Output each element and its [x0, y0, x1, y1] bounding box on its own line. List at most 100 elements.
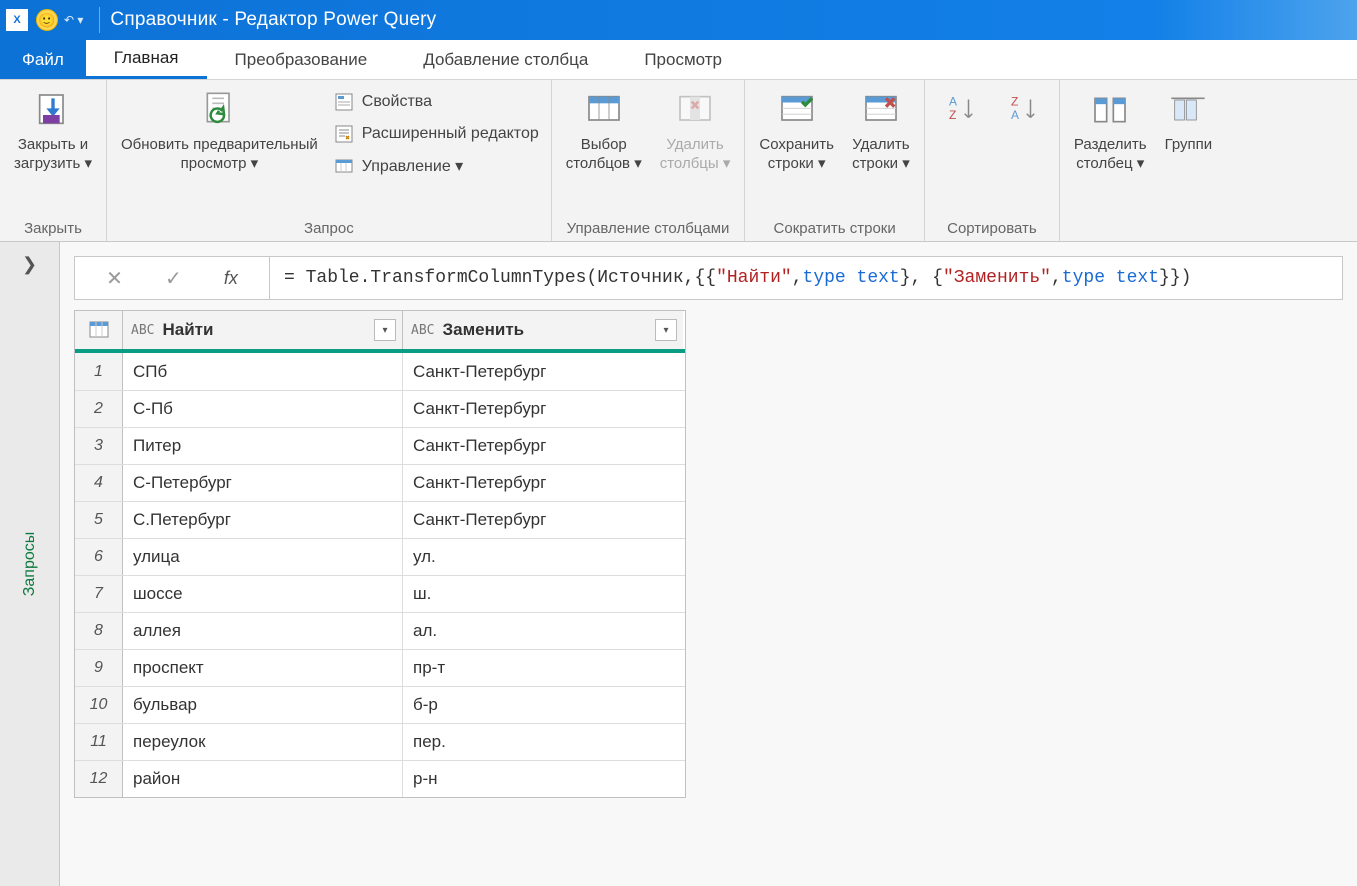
- table-row[interactable]: 10бульварб-р: [75, 686, 685, 723]
- cell-find[interactable]: С-Пб: [123, 391, 403, 427]
- row-number[interactable]: 2: [75, 391, 123, 427]
- column-header-find[interactable]: ABC Найти ▾: [123, 311, 403, 349]
- formula-str-1: "Найти": [716, 268, 792, 288]
- remove-columns-button[interactable]: Удалить столбцы ▾: [654, 84, 737, 174]
- table-row[interactable]: 7шоссеш.: [75, 575, 685, 612]
- cell-replace[interactable]: р-н: [403, 761, 683, 797]
- table-row[interactable]: 3ПитерСанкт-Петербург: [75, 427, 685, 464]
- cell-replace[interactable]: Санкт-Петербург: [403, 353, 683, 390]
- cell-replace[interactable]: Санкт-Петербург: [403, 428, 683, 464]
- qat-dropdown-icon[interactable]: ↶ ▾: [64, 13, 83, 27]
- group-rows-label: Сократить строки: [753, 216, 916, 239]
- cell-find[interactable]: район: [123, 761, 403, 797]
- table-row[interactable]: 6улицаул.: [75, 538, 685, 575]
- tab-home[interactable]: Главная: [86, 40, 207, 79]
- manage-button[interactable]: Управление ▾: [330, 154, 543, 178]
- cell-replace[interactable]: пр-т: [403, 650, 683, 686]
- refresh-preview-button[interactable]: Обновить предварительный просмотр ▾: [115, 84, 324, 174]
- svg-text:Z: Z: [1011, 95, 1018, 109]
- table-row[interactable]: 5С.ПетербургСанкт-Петербург: [75, 501, 685, 538]
- cell-replace[interactable]: ул.: [403, 539, 683, 575]
- row-number[interactable]: 4: [75, 465, 123, 501]
- table-body: 1СПбСанкт-Петербург2С-ПбСанкт-Петербург3…: [75, 353, 685, 797]
- table-row[interactable]: 8аллеяал.: [75, 612, 685, 649]
- cell-replace[interactable]: б-р: [403, 687, 683, 723]
- tab-transform[interactable]: Преобразование: [207, 40, 396, 79]
- cell-replace[interactable]: Санкт-Петербург: [403, 465, 683, 501]
- table-row[interactable]: 1СПбСанкт-Петербург: [75, 353, 685, 390]
- row-number[interactable]: 1: [75, 353, 123, 390]
- table-row[interactable]: 2С-ПбСанкт-Петербург: [75, 390, 685, 427]
- group-by-button[interactable]: Группи: [1159, 84, 1219, 155]
- column-header-replace[interactable]: ABC Заменить ▾: [403, 311, 683, 349]
- advanced-editor-label: Расширенный редактор: [362, 125, 539, 143]
- remove-columns-icon: [673, 88, 717, 132]
- column-filter-replace[interactable]: ▾: [655, 319, 677, 341]
- sort-desc-button[interactable]: ZA: [995, 84, 1051, 136]
- row-number[interactable]: 7: [75, 576, 123, 612]
- sort-asc-button[interactable]: AZ: [933, 84, 989, 136]
- formula-bar-buttons: ✕ ✓ fx: [74, 256, 270, 300]
- row-number[interactable]: 8: [75, 613, 123, 649]
- group-query: Обновить предварительный просмотр ▾ Свой…: [107, 80, 552, 241]
- queries-sidebar-label[interactable]: Запросы: [21, 532, 39, 597]
- tab-file[interactable]: Файл: [0, 40, 86, 79]
- remove-rows-label: Удалить строки ▾: [852, 136, 910, 174]
- cell-find[interactable]: Питер: [123, 428, 403, 464]
- cell-find[interactable]: СПб: [123, 353, 403, 390]
- formula-input[interactable]: = Table.TransformColumnTypes(Источник,{{…: [270, 256, 1343, 300]
- choose-columns-button[interactable]: Выбор столбцов ▾: [560, 84, 648, 174]
- row-number[interactable]: 11: [75, 724, 123, 760]
- expand-sidebar-button[interactable]: ❯: [22, 254, 37, 275]
- cell-find[interactable]: шоссе: [123, 576, 403, 612]
- tab-add-column[interactable]: Добавление столбца: [395, 40, 616, 79]
- split-column-label: Разделить столбец ▾: [1074, 136, 1147, 174]
- row-number[interactable]: 9: [75, 650, 123, 686]
- ribbon: Закрыть и загрузить ▾ Закрыть Обновить п…: [0, 80, 1357, 242]
- table-row[interactable]: 11переулокпер.: [75, 723, 685, 760]
- row-number[interactable]: 10: [75, 687, 123, 723]
- table-row[interactable]: 9проспектпр-т: [75, 649, 685, 686]
- smiley-icon[interactable]: 🙂: [36, 9, 58, 31]
- table-row[interactable]: 4С-ПетербургСанкт-Петербург: [75, 464, 685, 501]
- tab-view[interactable]: Просмотр: [616, 40, 750, 79]
- cell-find[interactable]: аллея: [123, 613, 403, 649]
- column-filter-find[interactable]: ▾: [374, 319, 396, 341]
- cell-find[interactable]: улица: [123, 539, 403, 575]
- cell-find[interactable]: бульвар: [123, 687, 403, 723]
- remove-rows-button[interactable]: Удалить строки ▾: [846, 84, 916, 174]
- cell-find[interactable]: переулок: [123, 724, 403, 760]
- cell-replace[interactable]: ш.: [403, 576, 683, 612]
- row-number[interactable]: 12: [75, 761, 123, 797]
- table-corner[interactable]: [75, 311, 123, 349]
- accept-formula-icon[interactable]: ✓: [165, 266, 182, 291]
- column-name-replace: Заменить: [442, 320, 524, 340]
- formula-text-4: ,: [1051, 268, 1062, 288]
- cell-replace[interactable]: пер.: [403, 724, 683, 760]
- cell-find[interactable]: С-Петербург: [123, 465, 403, 501]
- cell-find[interactable]: проспект: [123, 650, 403, 686]
- formula-bar: ✕ ✓ fx = Table.TransformColumnTypes(Исто…: [74, 256, 1343, 300]
- titlebar-separator: [99, 7, 100, 33]
- close-and-load-button[interactable]: Закрыть и загрузить ▾: [8, 84, 98, 174]
- cancel-formula-icon[interactable]: ✕: [106, 266, 123, 291]
- properties-button[interactable]: Свойства: [330, 90, 543, 114]
- cell-replace[interactable]: Санкт-Петербург: [403, 502, 683, 538]
- row-number[interactable]: 6: [75, 539, 123, 575]
- fx-icon[interactable]: fx: [224, 268, 238, 289]
- keep-rows-button[interactable]: Сохранить строки ▾: [753, 84, 840, 174]
- row-number[interactable]: 3: [75, 428, 123, 464]
- formula-text-1: = Table.TransformColumnTypes(Источник,{{: [284, 268, 716, 288]
- cell-find[interactable]: С.Петербург: [123, 502, 403, 538]
- group-manage-columns: Выбор столбцов ▾ Удалить столбцы ▾ Управ…: [552, 80, 746, 241]
- cell-replace[interactable]: Санкт-Петербург: [403, 391, 683, 427]
- split-column-button[interactable]: Разделить столбец ▾: [1068, 84, 1153, 174]
- group-by-icon: [1166, 88, 1210, 132]
- group-columns-label: Управление столбцами: [560, 216, 737, 239]
- sort-az-icon: AZ: [939, 88, 983, 132]
- svg-text:A: A: [1011, 108, 1019, 122]
- advanced-editor-button[interactable]: Расширенный редактор: [330, 122, 543, 146]
- table-row[interactable]: 12районр-н: [75, 760, 685, 797]
- row-number[interactable]: 5: [75, 502, 123, 538]
- cell-replace[interactable]: ал.: [403, 613, 683, 649]
